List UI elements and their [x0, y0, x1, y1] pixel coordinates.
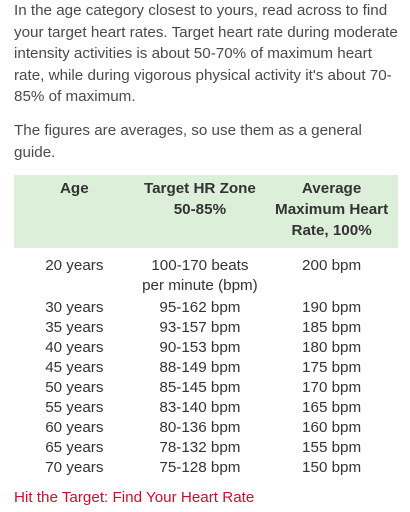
cell-zone: 88-149 bpm — [159, 359, 241, 376]
table-row: 60 years 80-136 bpm 160 bpm — [14, 418, 398, 438]
cell-age: 30 years — [45, 299, 104, 316]
cell-zone: 83-140 bpm — [159, 399, 241, 416]
cell-zone: 75-128 bpm — [159, 459, 241, 476]
header-max-rate: Average Maximum Heart Rate, 100% — [265, 175, 398, 248]
cell-age: 40 years — [45, 339, 104, 356]
cell-zone: 80-136 bpm — [159, 419, 241, 436]
cell-age: 55 years — [45, 399, 104, 416]
cell-max: 200 bpm — [302, 257, 362, 274]
heart-rate-table: Age Target HR Zone 50-85% Average Maximu… — [14, 175, 398, 478]
cell-zone-line1: 100-170 beats — [151, 257, 249, 274]
cell-zone: 85-145 bpm — [159, 379, 241, 396]
header-max-line2: Maximum Heart — [275, 201, 389, 218]
intro-paragraph: In the age category closest to yours, re… — [14, 2, 398, 105]
cell-max: 170 bpm — [302, 379, 362, 396]
cell-zone: 100-170 beats per minute (bpm) — [135, 248, 266, 298]
table-row: 30 years 95-162 bpm 190 bpm — [14, 298, 398, 318]
cell-max: 155 bpm — [302, 439, 362, 456]
cell-max: 165 bpm — [302, 399, 362, 416]
cell-max: 150 bpm — [302, 459, 362, 476]
cell-zone: 93-157 bpm — [159, 319, 241, 336]
table-row: 55 years 83-140 bpm 165 bpm — [14, 398, 398, 418]
cell-age: 65 years — [45, 439, 104, 456]
table-row: 20 years 100-170 beats per minute (bpm) … — [14, 248, 398, 298]
header-zone-line1: Target HR Zone — [143, 180, 256, 197]
cell-zone-line2: per minute (bpm) — [142, 277, 258, 294]
header-max-line1: Average — [301, 180, 362, 197]
cell-age: 20 years — [45, 257, 104, 274]
cell-age: 60 years — [45, 419, 104, 436]
table-row: 70 years 75-128 bpm 150 bpm — [14, 458, 398, 478]
cell-zone: 95-162 bpm — [159, 299, 241, 316]
table-header-row: Age Target HR Zone 50-85% Average Maximu… — [14, 175, 398, 248]
cell-age: 35 years — [45, 319, 104, 336]
cell-max: 160 bpm — [302, 419, 362, 436]
header-age-label: Age — [59, 180, 89, 197]
cell-max: 185 bpm — [302, 319, 362, 336]
averages-note: The figures are averages, so use them as… — [14, 122, 362, 161]
cell-zone: 90-153 bpm — [159, 339, 241, 356]
cell-max: 180 bpm — [302, 339, 362, 356]
table-row: 50 years 85-145 bpm 170 bpm — [14, 378, 398, 398]
header-max-line3: Rate, 100% — [291, 222, 372, 239]
table-row: 40 years 90-153 bpm 180 bpm — [14, 338, 398, 358]
table-row: 45 years 88-149 bpm 175 bpm — [14, 358, 398, 378]
cell-max: 190 bpm — [302, 299, 362, 316]
table-row: 65 years 78-132 bpm 155 bpm — [14, 438, 398, 458]
cell-age: 70 years — [45, 459, 104, 476]
table-row: 35 years 93-157 bpm 185 bpm — [14, 318, 398, 338]
header-age: Age — [14, 175, 135, 248]
header-target-zone: Target HR Zone 50-85% — [135, 175, 266, 248]
hit-the-target-link[interactable]: Hit the Target: Find Your Heart Rate — [14, 489, 255, 506]
header-zone-line2: 50-85% — [173, 201, 227, 218]
cell-zone: 78-132 bpm — [159, 439, 241, 456]
cell-age: 45 years — [45, 359, 104, 376]
cell-max: 175 bpm — [302, 359, 362, 376]
cell-age: 50 years — [45, 379, 104, 396]
